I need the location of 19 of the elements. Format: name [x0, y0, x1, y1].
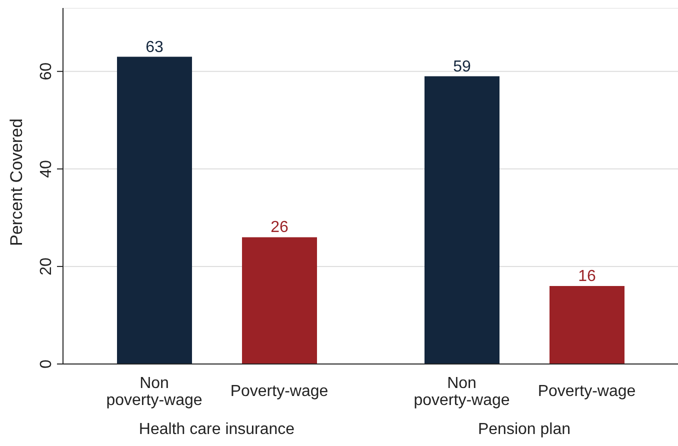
data-label: 63: [146, 38, 164, 56]
bar: [550, 286, 624, 364]
x-tick-label: Health care insurance: [138, 421, 295, 438]
series-label: Poverty-wage: [538, 383, 636, 400]
y-tick-label: 40: [38, 160, 55, 178]
data-label: 16: [578, 268, 596, 285]
bar: [424, 76, 500, 364]
series-label: Non poverty-wage: [414, 375, 510, 409]
data-label: 59: [453, 58, 471, 76]
data-label: 26: [270, 219, 288, 236]
text: Poverty-wage: [230, 383, 328, 400]
y-tick-label: 60: [38, 62, 55, 80]
y-tick-label: 0: [38, 359, 55, 368]
bar: [117, 56, 192, 364]
y-axis-title: Percent Covered: [7, 118, 26, 246]
bar: [242, 237, 317, 364]
x-tick-label: Pension plan: [478, 421, 571, 438]
text: Non poverty-wage: [106, 375, 202, 409]
y-tick-label: 20: [38, 257, 55, 276]
